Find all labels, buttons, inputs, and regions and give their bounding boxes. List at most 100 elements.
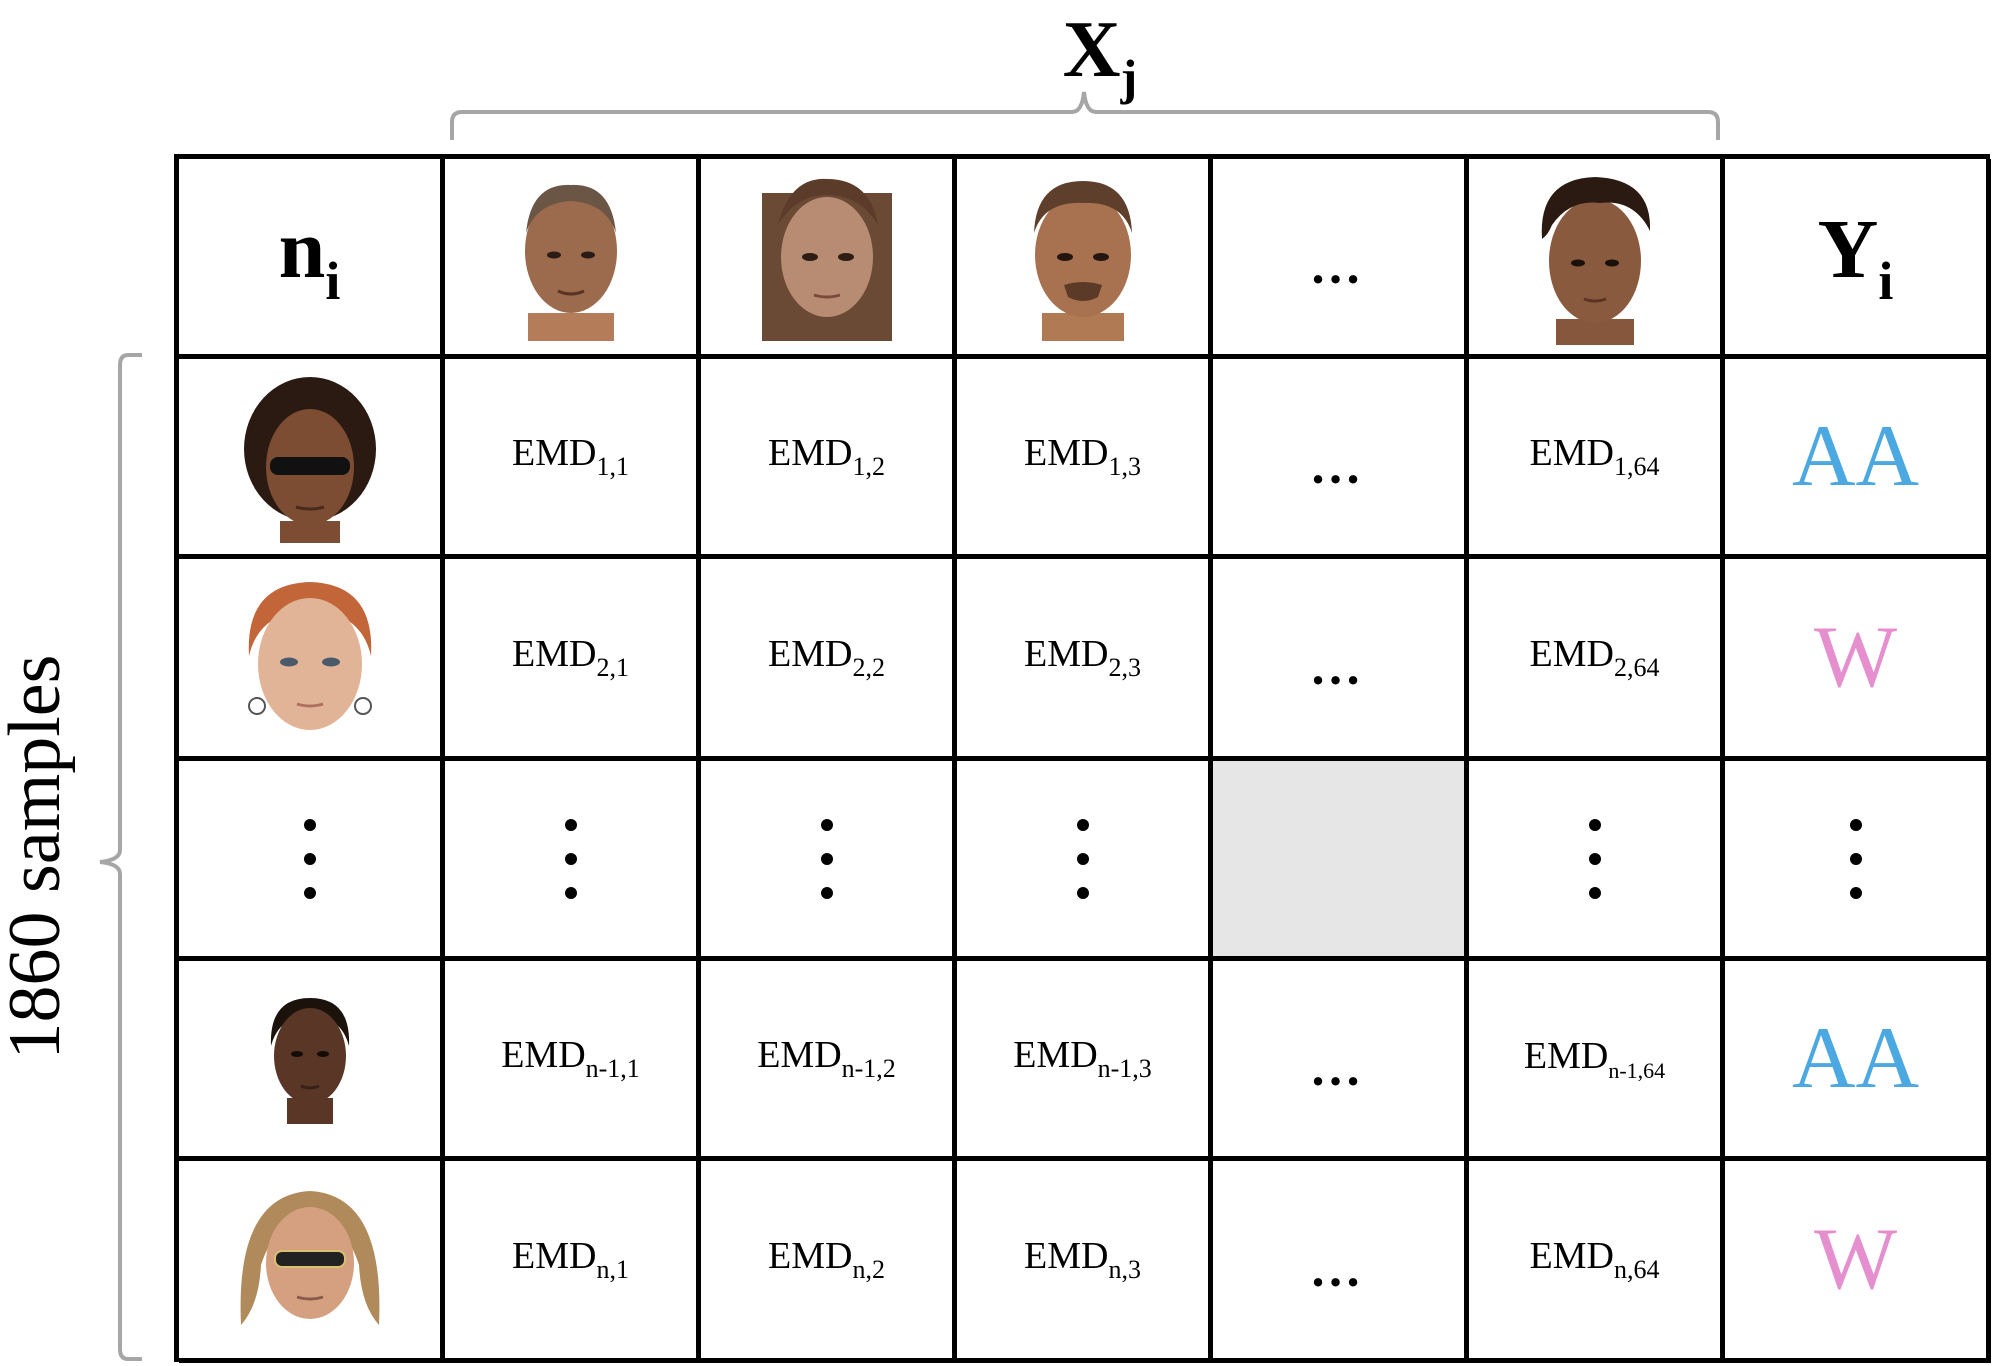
emd-base: EMD [768, 432, 853, 474]
row-3-vdots-3 [957, 761, 1213, 961]
emd-1-64: EMD1,64 [1469, 359, 1725, 559]
header-ellipsis-cell: … [1213, 159, 1469, 359]
class-base: Y [1817, 203, 1879, 296]
columns-label: Xj [1040, 0, 1160, 127]
emd-2-1: EMD2,1 [445, 559, 701, 761]
emd-base: EMD [757, 1034, 842, 1076]
emd-sub: 1,3 [1108, 452, 1141, 481]
emd-n-1-1: EMDn-1,1 [445, 961, 701, 1161]
emd-sub: n,1 [596, 1255, 629, 1284]
row-3-shaded-cell [1213, 761, 1469, 961]
row-index-symbol: ni [279, 201, 341, 312]
emd-sub: 2,3 [1108, 653, 1141, 682]
emd-base: EMD [1529, 633, 1614, 675]
face-photo-row-2 [247, 581, 372, 730]
row-1-ellipsis-cell: … [1213, 359, 1469, 559]
emd-n-1-3: EMDn-1,3 [957, 961, 1213, 1161]
emd-base: EMD [1024, 432, 1109, 474]
row-3-vdots-2 [701, 761, 957, 961]
row-1-class-cell: AA [1725, 359, 1991, 559]
vertical-ellipsis [564, 818, 577, 899]
emd-2-64: EMD2,64 [1469, 559, 1725, 761]
emd-sub: n-1,3 [1097, 1054, 1152, 1083]
emd-n-1: EMDn,1 [445, 1161, 701, 1363]
header-face-2 [701, 159, 957, 359]
emd-base: EMD [768, 1235, 853, 1277]
emd-base: EMD [1024, 633, 1109, 675]
emd-sub: 1,1 [596, 452, 629, 481]
emd-sub: 1,64 [1613, 452, 1660, 481]
emd-2-2: EMD2,2 [701, 559, 957, 761]
emd-base: EMD [1529, 432, 1614, 474]
emd-1-3: EMD1,3 [957, 359, 1213, 559]
emd-1-2: EMD1,2 [701, 359, 957, 559]
header-face-3 [957, 159, 1213, 359]
row-3-vdots-face [179, 761, 445, 961]
emd-n-64: EMDn,64 [1469, 1161, 1725, 1363]
row-1-face-cell [179, 359, 445, 559]
emd-sub: n-1,64 [1608, 1057, 1666, 1083]
face-photo-row-1 [243, 376, 376, 543]
row-5-face-cell [179, 1161, 445, 1363]
row-3-vdots-class [1725, 761, 1991, 961]
class-label-aa: AA [1791, 1010, 1920, 1107]
row-ellipsis: … [1309, 1040, 1368, 1097]
top-bracket [450, 91, 1720, 140]
emd-sub: n-1,2 [841, 1054, 896, 1083]
vertical-ellipsis [303, 818, 316, 899]
row-2-ellipsis-cell: … [1213, 559, 1469, 761]
emd-1-1: EMD1,1 [445, 359, 701, 559]
vertical-ellipsis [1076, 818, 1089, 899]
emd-base: EMD [1024, 1235, 1109, 1277]
columns-label-sub: j [1120, 49, 1138, 105]
vertical-ellipsis [820, 818, 833, 899]
emd-base: EMD [512, 1235, 597, 1277]
face-photo-3 [1033, 180, 1132, 341]
class-symbol: Yi [1818, 201, 1894, 312]
emd-n-2: EMDn,2 [701, 1161, 957, 1363]
emd-sub: 1,2 [852, 452, 885, 481]
face-photo-2 [761, 178, 892, 341]
header-class-label-cell: Yi [1725, 159, 1991, 359]
class-label-w: W [1813, 609, 1898, 706]
emd-sub: n,64 [1613, 1255, 1660, 1284]
row-2-face-cell [179, 559, 445, 761]
row-ellipsis: … [1309, 1241, 1368, 1298]
left-bracket [99, 353, 142, 1361]
row-4-ellipsis-cell: … [1213, 961, 1469, 1161]
row-4-face-cell [179, 961, 445, 1161]
emd-n-1-64: EMDn-1,64 [1469, 961, 1725, 1161]
header-row-label-cell: ni [179, 159, 445, 359]
emd-sub: 2,1 [596, 653, 629, 682]
emd-base: EMD [768, 633, 853, 675]
emd-sub: n-1,1 [585, 1054, 640, 1083]
header-face-4 [1469, 159, 1725, 359]
emd-base: EMD [1523, 1034, 1609, 1077]
emd-base: EMD [512, 432, 597, 474]
class-sub: i [1878, 251, 1894, 311]
row-5-ellipsis-cell: … [1213, 1161, 1469, 1363]
emd-n-3: EMDn,3 [957, 1161, 1213, 1363]
emd-sub: n,3 [1108, 1255, 1141, 1284]
row-ellipsis: … [1309, 639, 1368, 696]
row-3-vdots-64 [1469, 761, 1725, 961]
row-5-class-cell: W [1725, 1161, 1991, 1363]
row-4-class-cell: AA [1725, 961, 1991, 1161]
emd-base: EMD [501, 1034, 586, 1076]
emd-sub: n,2 [852, 1255, 885, 1284]
emd-base: EMD [512, 633, 597, 675]
class-label-aa: AA [1791, 408, 1920, 505]
emd-base: EMD [1013, 1034, 1098, 1076]
emd-sub: 2,2 [852, 653, 885, 682]
columns-label-base: X [1062, 6, 1121, 94]
vertical-ellipsis [1588, 818, 1601, 899]
row-index-sub: i [325, 251, 341, 311]
row-ellipsis: … [1309, 438, 1368, 495]
face-photo-row-4 [270, 997, 349, 1124]
row-3-vdots-1 [445, 761, 701, 961]
face-photo-1 [524, 184, 617, 341]
header-face-1 [445, 159, 701, 359]
emd-sub: 2,64 [1613, 653, 1660, 682]
vertical-ellipsis [1849, 818, 1862, 899]
